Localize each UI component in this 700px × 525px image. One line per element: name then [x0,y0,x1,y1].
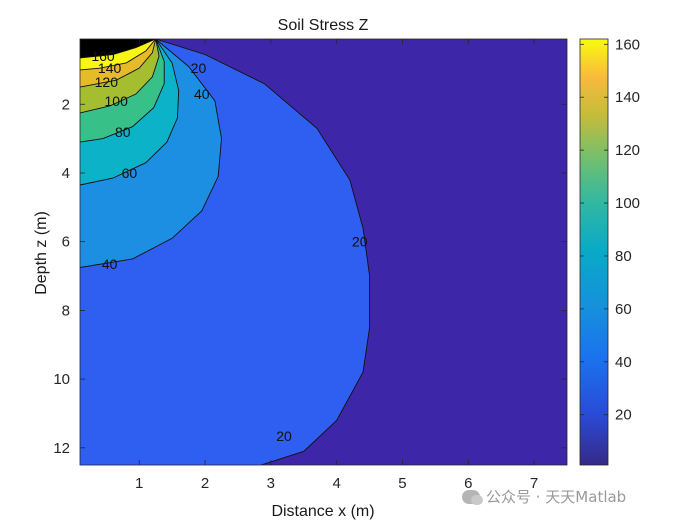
colorbar-tick-label: 60 [615,301,632,318]
contour-label: 80 [115,124,131,140]
contour-line-40 [80,39,222,268]
contour-label: 40 [102,256,118,272]
contour-label: 40 [194,86,210,102]
y-tick-label: 10 [53,371,70,388]
contour-line-60 [80,39,180,186]
y-axis: 2 4 6 8 10 12 [53,96,567,457]
x-tick-label: 1 [135,475,143,492]
wechat-icon [462,490,483,505]
x-tick-label: 2 [201,475,209,492]
y-axis-label: Depth z (m) [33,211,50,295]
colorbar-tick-label: 140 [615,89,640,106]
colorbar-tick-label: 120 [615,142,640,159]
contour-lines [80,39,371,465]
x-tick-label: 4 [332,475,340,492]
colorbar: 20 40 60 80 100 120 140 160 [579,36,640,466]
contour-line-100 [80,39,160,114]
contour-line-140 [80,39,157,71]
x-tick-label: 3 [267,475,275,492]
colorbar-ticks: 20 40 60 80 100 120 140 160 [580,36,640,424]
y-tick-label: 8 [62,302,70,319]
y-tick-label: 6 [62,234,70,251]
contour-label: 20 [276,428,292,444]
contour-line-80 [80,39,165,143]
colorbar-gradient [579,38,609,466]
colorbar-tick-label: 20 [615,407,632,424]
colorbar-tick-label: 160 [615,36,640,53]
contour-line-20 [155,39,371,465]
y-tick-label: 12 [53,440,70,457]
watermark-text: 公众号 · 天天Matlab [486,488,627,506]
y-tick-label: 2 [62,96,70,113]
colorbar-tick-label: 80 [615,248,632,265]
contour-label: 60 [122,165,138,181]
contour-fills [80,39,370,465]
x-tick-label: 5 [398,475,406,492]
contour-label: 20 [352,234,368,250]
chart-title: Soil Stress Z [278,17,369,34]
colorbar-tick-label: 40 [615,354,632,371]
contour-label: 160 [91,48,115,64]
contour-label: 120 [95,74,119,90]
contour-line-120 [80,39,157,88]
plot-border [79,38,568,466]
contour-line-160 [80,39,156,59]
contour-label: 140 [98,60,122,76]
colorbar-tick-label: 100 [615,195,640,212]
y-tick-label: 4 [62,165,70,182]
contour-label: 20 [191,60,207,76]
watermark: 公众号 · 天天Matlab [462,486,626,507]
x-axis-label: Distance x (m) [271,503,374,520]
x-axis: 1 2 3 4 5 6 7 [135,39,538,492]
contour-label: 100 [105,93,129,109]
x-tick-label: 7 [530,475,538,492]
contour-region-160 [80,39,156,58]
x-tick-label: 6 [464,475,472,492]
